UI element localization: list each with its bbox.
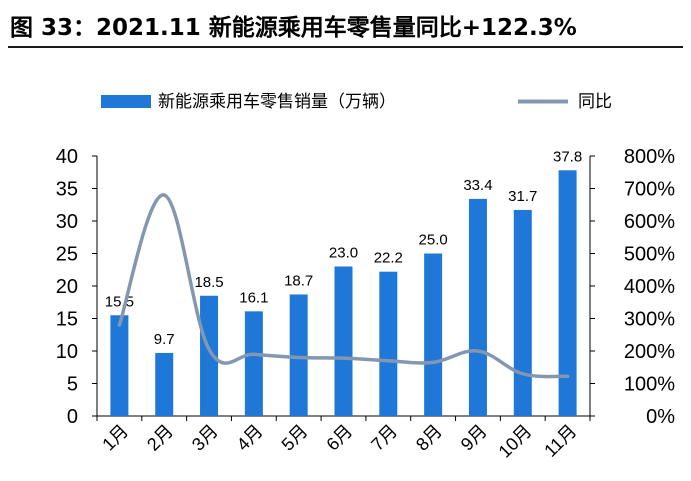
bar-data-label: 16.1 <box>239 289 268 306</box>
right-axis-tick-label: 600% <box>624 211 675 233</box>
bar-data-label: 15.5 <box>105 293 134 310</box>
bar <box>155 352 174 416</box>
x-axis-tick-label: 7月 <box>367 421 401 455</box>
title-underline <box>8 46 683 48</box>
right-axis-tick-label: 500% <box>624 244 675 266</box>
left-axis-tick-label: 40 <box>56 146 78 168</box>
bar-data-label: 22.2 <box>374 250 403 267</box>
bar-data-label: 25.0 <box>419 232 448 249</box>
x-axis-tick-label: 2月 <box>143 421 177 455</box>
x-axis-tick-label: 3月 <box>188 421 222 455</box>
figure-title: 图 33：2021.11 新能源乘用车零售量同比+122.3% <box>10 15 577 41</box>
bar <box>289 294 308 416</box>
left-axis-tick-label: 25 <box>56 244 78 266</box>
bar-data-label: 37.8 <box>553 148 582 165</box>
bar-data-label: 18.5 <box>194 274 223 291</box>
x-axis-tick-label: 11月 <box>540 421 580 461</box>
x-axis-tick-label: 5月 <box>278 421 312 455</box>
bar-data-label: 23.0 <box>329 245 358 262</box>
right-axis-tick-label: 200% <box>624 341 675 363</box>
bar <box>424 253 443 416</box>
yoy-point <box>342 356 345 360</box>
bar-data-label: 9.7 <box>154 331 175 348</box>
bar <box>200 295 219 416</box>
x-axis-tick-label: 8月 <box>412 421 446 455</box>
right-axis-tick-label: 300% <box>624 309 675 331</box>
yoy-point <box>386 359 390 363</box>
right-axis-tick-label: 800% <box>624 146 675 168</box>
x-axis-tick-label: 10月 <box>495 421 536 462</box>
bar <box>513 209 532 416</box>
left-axis-tick-label: 5 <box>67 374 78 396</box>
x-axis-tick-label: 1月 <box>98 421 132 455</box>
line-series <box>117 193 570 379</box>
bar <box>244 311 263 416</box>
yoy-point <box>117 323 121 327</box>
yoy-point <box>431 360 435 364</box>
yoy-point <box>521 372 525 376</box>
bar-data-labels: 15.5 9.7 18.5 16.1 18.7 23.0 22.2 25.0 33.4 31.7 3… <box>105 148 582 348</box>
legend-bar-label: 新能源乘用车零售销量（万辆） <box>158 92 396 111</box>
yoy-point <box>476 349 480 353</box>
bar <box>334 266 353 416</box>
yoy-point <box>252 352 256 356</box>
left-axis-tick-label: 20 <box>56 276 78 298</box>
x-axis-tick-label: 4月 <box>233 421 267 455</box>
bar-data-label: 33.4 <box>463 177 492 194</box>
right-axis-tick-label: 100% <box>624 374 675 396</box>
x-axis-ticks: 1月 2月 3月 4月 5月 6月 7月 8月 9月 10月 11月 <box>96 416 591 462</box>
bar <box>110 315 129 416</box>
yoy-line <box>117 193 570 379</box>
bar <box>379 271 398 416</box>
bar-data-label: 18.7 <box>284 272 313 289</box>
left-axis-tick-label: 30 <box>56 211 78 233</box>
yoy-point <box>566 374 570 378</box>
right-axis-tick-label: 700% <box>624 179 675 201</box>
left-axis-tick-label: 15 <box>56 309 78 331</box>
left-axis-tick-label: 35 <box>56 179 78 201</box>
bar <box>558 170 577 416</box>
left-axis-tick-label: 10 <box>56 341 78 363</box>
x-axis-tick-label: 9月 <box>457 421 491 455</box>
bar <box>468 198 487 416</box>
right-axis-tick-label: 0% <box>646 406 675 428</box>
legend: 新能源乘用车零售销量（万辆） 同比 <box>101 92 612 111</box>
left-axis-tick-label: 0 <box>67 406 78 428</box>
legend-bar-swatch <box>101 95 151 108</box>
figure-header: 图 33：2021.11 新能源乘用车零售量同比+122.3% <box>0 0 691 48</box>
left-axis-ticks: 0 5 10 15 20 25 30 35 40 <box>56 146 97 428</box>
x-axis-tick-label: 6月 <box>322 421 356 455</box>
yoy-point <box>297 356 301 359</box>
bar-data-label: 31.7 <box>508 188 537 205</box>
yoy-point <box>162 193 166 197</box>
right-axis-tick-label: 400% <box>624 276 675 298</box>
right-axis-ticks: 0% 100% 200% 300% 400% 500% 600% 700% 800% <box>590 146 675 428</box>
yoy-point <box>207 347 211 351</box>
bar-series <box>110 170 577 416</box>
legend-line-label: 同比 <box>578 92 612 111</box>
